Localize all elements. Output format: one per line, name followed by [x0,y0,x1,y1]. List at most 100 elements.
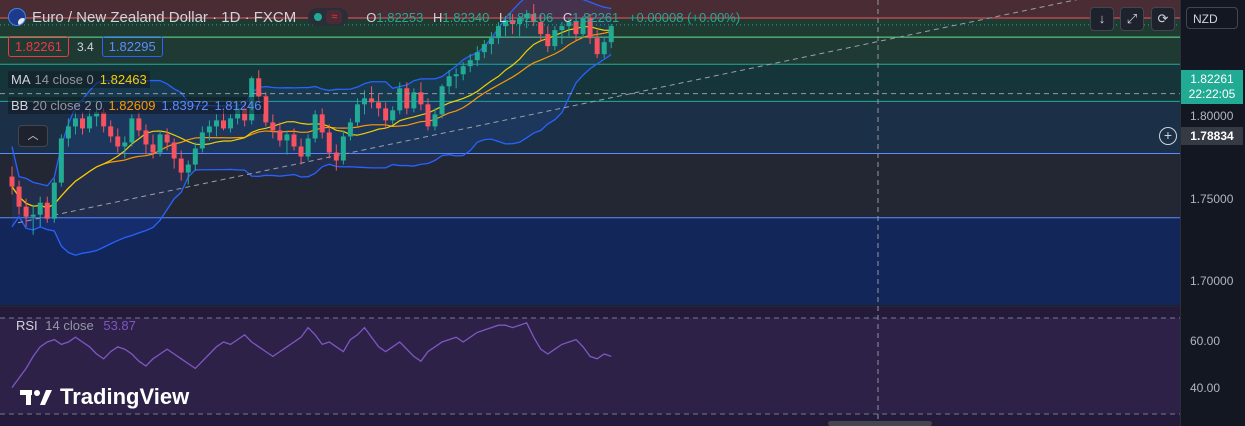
axis-label-1: 1.80000 [1190,109,1234,123]
candle-body [87,116,93,129]
sell-button[interactable]: 1.82261 [8,36,69,57]
candle-body [44,202,50,219]
bb-basis-line [11,30,612,209]
candle-body [206,126,212,133]
bb-legend[interactable]: BB 20 close 2 0 1.82609 1.83972 1.81246 [8,97,265,114]
candle-body [108,126,114,137]
candle-body [263,96,269,123]
symbol-title[interactable]: Euro / New Zealand Dollar · 1D · FXCM [32,8,297,26]
screenshot-icon: ⟳ [1157,11,1169,26]
symbol-legend[interactable]: Euro / New Zealand Dollar · 1D · FXCM ≈ … [8,8,740,26]
add-alert-plus-icon[interactable]: + [1159,127,1177,145]
candle-body [291,134,297,147]
candle-body [221,120,226,129]
candle-body [517,18,523,25]
ma-line [11,26,612,209]
candle-body [460,66,466,75]
candle-body [340,136,346,161]
last-price: 1.82261 [1190,72,1234,86]
buy-button[interactable]: 1.82295 [101,36,163,57]
candle-body [418,92,424,105]
spread-value: 3.4 [77,39,94,54]
candle-body [503,20,508,27]
candle-body [115,136,121,147]
bar-countdown: 22:22:05 [1188,87,1236,101]
currency-selector[interactable]: NZD [1186,7,1238,29]
last-price-tag: 1.82261 22:22:05 [1181,70,1243,104]
candle-body [80,118,85,129]
candle-body [524,14,530,19]
buy-sell-panel: 1.82261 3.4 1.82295 [8,36,163,57]
open-value: 1.82253 [376,9,424,25]
high-value: 1.82340 [442,9,490,25]
candle-body [298,146,304,157]
candle-body [319,114,325,133]
candle-body [185,164,191,173]
candle-body [65,126,71,139]
replay-icon[interactable]: ≈ [326,10,343,24]
candle-body [51,182,57,219]
rsi-legend[interactable]: RSI 14 close 53.87 [16,318,136,333]
ma-legend[interactable]: MA 14 close 0 1.82463 [8,71,150,88]
zone-band-0 [0,0,1180,19]
candle-body [136,118,142,131]
market-status-pill[interactable]: ≈ [308,8,349,26]
candle-body [199,132,205,149]
candle-body [404,88,410,109]
zone-band-6 [0,217,1180,305]
fullscreen-icon: ⤢ [1126,11,1138,26]
candle-body [178,158,184,173]
candle-body [192,148,198,165]
candle-body [157,134,163,153]
candle-body [538,22,544,35]
candle-body [16,186,22,207]
market-open-dot-icon [314,13,323,21]
time-scrollbar[interactable] [828,421,932,426]
candle-body [150,144,156,153]
bb-fill [12,0,612,256]
candle-body [284,134,290,141]
candle-body [326,132,332,153]
candle-body [531,14,537,23]
candle-body [573,22,579,35]
candle-body [37,202,43,215]
chevron-up-icon: ︿ [27,130,39,142]
ma-value: 1.82463 [99,72,147,87]
candle-body [474,52,480,61]
candle-body [72,118,78,127]
candle-body [9,176,15,187]
tradingview-logo[interactable]: TradingView [20,384,189,410]
candle-body [129,118,135,143]
brand-name: TradingView [60,384,190,409]
candle-body [601,42,607,55]
close-value: 1.82261 [572,9,620,25]
low-value: 1.82106 [506,9,554,25]
candle-body [383,108,389,121]
candle-body [446,76,452,87]
screenshot-button[interactable]: ⟳ [1151,7,1175,31]
candle-body [580,18,586,35]
collapse-legend-button[interactable]: ︿ [18,125,48,147]
fullscreen-button[interactable]: ⤢ [1120,7,1144,31]
change-value: +0.00008 (+0.00%) [628,9,741,25]
candle-body [510,20,516,25]
candle-body [566,22,572,27]
candle-body [411,92,417,109]
candle-body [488,38,494,45]
candle-body [376,102,382,109]
bb-upper-value: 1.83972 [161,98,209,113]
candle-body [354,104,360,123]
down-arrow-button[interactable]: ↓ [1090,7,1114,31]
price-axis[interactable] [1180,0,1245,426]
candle-body [594,38,600,55]
rsi-line [11,322,612,388]
candle-body [143,130,149,145]
candle-body [270,122,276,131]
candle-body [397,88,403,111]
candle-body [333,152,339,161]
bb-lower-value: 1.81246 [214,98,262,113]
candle-body [171,142,177,159]
candle-body [559,26,565,31]
candle-body [552,30,558,47]
